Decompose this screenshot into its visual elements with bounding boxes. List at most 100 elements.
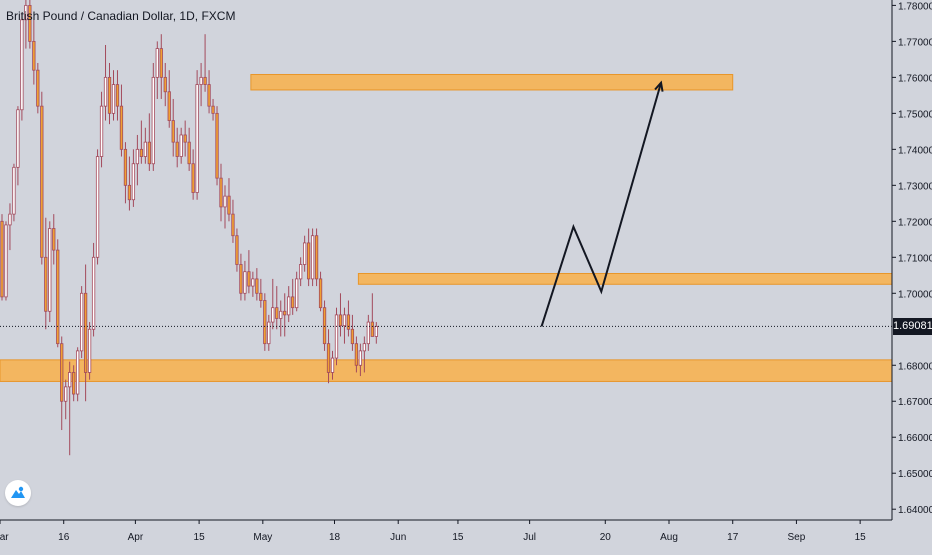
candle [95,156,100,258]
candle [287,296,291,316]
candle [215,112,219,179]
candle [279,310,283,319]
candle [72,372,76,395]
candle [295,278,299,309]
x-tick-label: 15 [855,532,867,543]
candle [318,278,323,309]
y-tick-label: 1.73000 [898,181,932,192]
candle [310,235,315,280]
projection-layer [0,80,892,327]
projection-path [540,82,662,327]
y-tick-label: 1.76000 [898,73,932,84]
y-tick-label: 1.67000 [898,397,932,408]
candle [139,148,144,157]
candle [155,48,159,78]
candle [370,321,374,337]
candle [151,76,155,165]
chart-logo-icon[interactable] [5,480,31,506]
candle [8,213,12,226]
candle [334,314,339,359]
candle [4,224,8,298]
candle [36,69,40,107]
x-tick-label: Jun [390,532,406,543]
y-tick-label: 1.65000 [898,469,932,480]
candle [76,350,80,395]
x-tick-label: Sep [788,532,806,543]
x-tick-label: Apr [128,532,144,543]
candle [183,134,187,143]
candle [239,264,243,294]
candle [20,19,24,111]
zone-0 [250,73,734,91]
candle [60,343,64,402]
y-tick-label: 1.68000 [898,361,932,372]
candle [127,184,132,201]
x-tick-label: Mar [0,532,9,543]
candle [68,372,72,388]
candle [291,296,295,309]
zone-2 [0,359,893,382]
candle [203,76,207,85]
candle [199,76,203,85]
y-tick-label: 1.77000 [898,37,932,48]
candle [191,163,195,193]
y-tick-label: 1.75000 [898,109,932,120]
x-tick-label: 17 [727,532,739,543]
candle [143,141,147,157]
candle [231,213,235,237]
candle [159,48,163,78]
chart-title: British Pound / Canadian Dollar, 1D, FXC… [6,9,236,23]
candle [147,141,151,165]
candle [235,235,239,265]
candle [175,141,179,157]
x-tick-label: 16 [58,532,70,543]
candle [350,328,355,345]
candle [259,292,263,301]
candle [123,148,128,186]
candle [247,271,251,287]
candle [115,84,120,107]
candle [306,242,311,280]
candle [271,307,275,323]
candle [171,120,175,143]
candle [366,321,370,345]
candle [302,242,307,265]
candle [167,91,171,121]
candle [28,4,32,42]
candle [52,228,56,251]
candle [354,343,359,366]
candles-layer [0,0,378,456]
candle [111,84,116,114]
y-tick-label: 1.74000 [898,145,932,156]
candle [119,105,124,150]
candle [374,325,378,337]
y-tick-label: 1.64000 [898,505,932,516]
zone-1 [357,272,893,285]
x-tick-label: 15 [452,532,464,543]
candle [338,314,343,327]
candle [103,76,108,107]
candle [362,343,367,352]
candle [251,278,255,287]
candle [24,4,28,21]
y-tick-label: 1.72000 [898,217,932,228]
candle [275,307,279,319]
candle [283,310,287,316]
candle [314,235,319,280]
candle [243,271,247,294]
candle [131,163,136,201]
x-tick-label: 20 [600,532,612,543]
candle [56,249,60,345]
candle [87,328,92,373]
candle [79,292,84,352]
candle [227,195,231,215]
candle [32,40,36,71]
candle [135,148,140,165]
projection-arrowhead [654,80,664,92]
candle [195,84,199,193]
candle [163,76,167,93]
x-tick-label: 18 [329,532,341,543]
candle [267,321,271,345]
